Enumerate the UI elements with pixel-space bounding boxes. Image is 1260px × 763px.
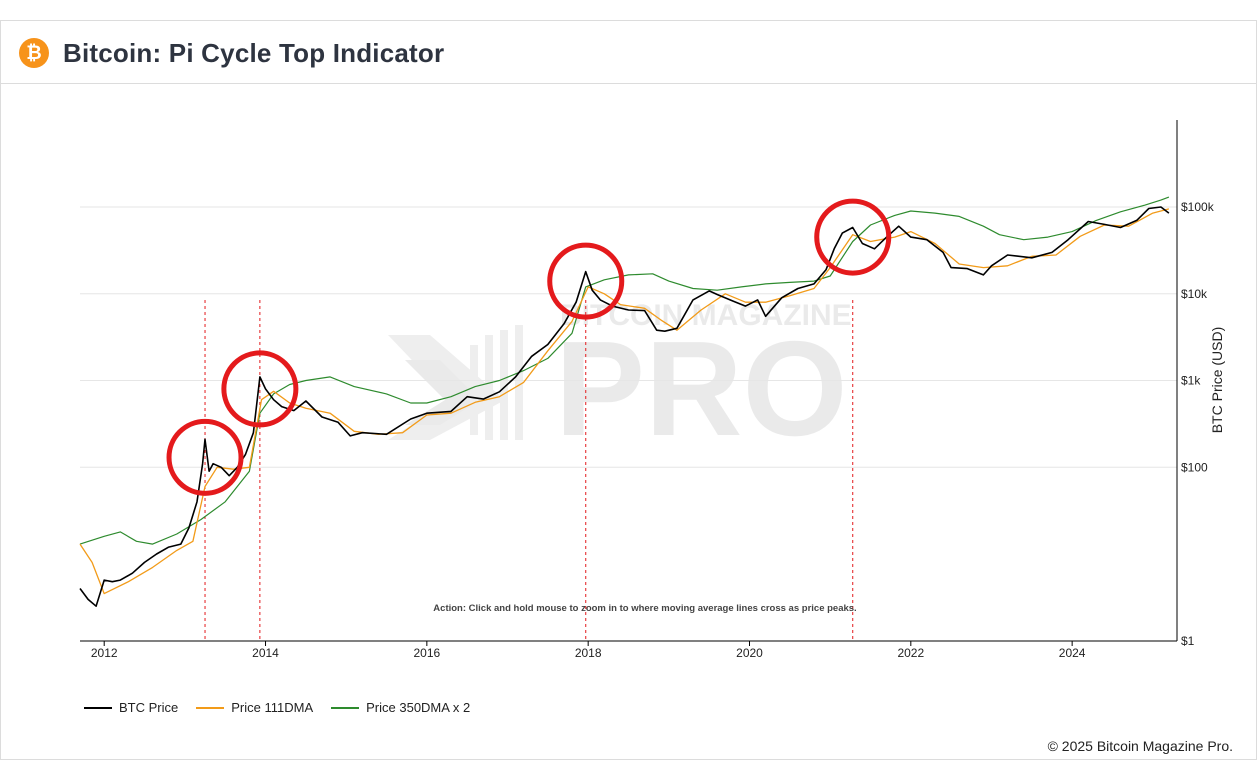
legend-label: Price 111DMA — [231, 700, 314, 715]
chart-annotation: Action: Click and hold mouse to zoom in … — [433, 603, 856, 614]
y-axis-label: BTC Price (USD) — [1209, 327, 1225, 434]
chart-panel — [0, 20, 1257, 760]
legend-swatch-111dma — [196, 706, 225, 709]
peak-circles — [166, 198, 892, 496]
chart-header — [0, 20, 1257, 84]
y-tick-label: $1 — [1181, 634, 1195, 648]
legend-item-350dma[interactable]: Price 350DMA x 2 — [331, 700, 470, 715]
x-tick-label: 2024 — [1059, 646, 1086, 660]
page-title: Bitcoin: Pi Cycle Top Indicator — [63, 38, 445, 68]
axes: $1 $100 $1k $10k $100k 2012 2014 2016 2018 2020 20… — [80, 120, 1215, 660]
peak-circle-marker — [547, 242, 625, 320]
y-tick-label: $100k — [1181, 200, 1215, 214]
legend-swatch-btc-price — [84, 706, 112, 709]
x-tick-label: 2020 — [736, 646, 763, 660]
series-group — [79, 196, 1170, 607]
x-tick-label: 2016 — [413, 646, 440, 660]
legend-item-111dma[interactable]: Price 111DMA — [196, 700, 313, 715]
watermark-logo: BITCOIN MAGAZINE PRO — [388, 299, 852, 464]
grid-lines — [80, 206, 1177, 468]
x-tick-label: 2012 — [91, 646, 118, 660]
peak-circle-marker — [166, 418, 244, 496]
x-tick-label: 2022 — [897, 646, 924, 660]
bitcoin-logo-icon: ₿ — [19, 38, 49, 68]
legend-swatch-350dma — [331, 706, 360, 709]
legend-label: BTC Price — [119, 700, 179, 715]
y-tick-label: $10k — [1181, 287, 1208, 301]
dma350x2-line — [79, 196, 1170, 545]
chart-legend: BTC Price Price 111DMA Price 350DMA x 2 — [84, 700, 470, 715]
x-tick-label: 2014 — [252, 646, 279, 660]
btc-price-line — [79, 206, 1170, 607]
svg-text:PRO: PRO — [555, 313, 848, 464]
y-tick-label: $100 — [1181, 460, 1208, 474]
peak-circle-marker — [221, 350, 299, 428]
legend-item-btc-price[interactable]: BTC Price — [84, 700, 178, 715]
cross-lines — [204, 300, 854, 641]
x-tick-label: 2018 — [575, 646, 602, 660]
y-tick-label: $1k — [1181, 374, 1201, 388]
copyright-footer: © 2025 Bitcoin Magazine Pro. — [1047, 738, 1233, 754]
dma111-line — [79, 208, 1170, 595]
peak-circle-marker — [814, 198, 892, 276]
legend-label: Price 350DMA x 2 — [366, 700, 471, 715]
